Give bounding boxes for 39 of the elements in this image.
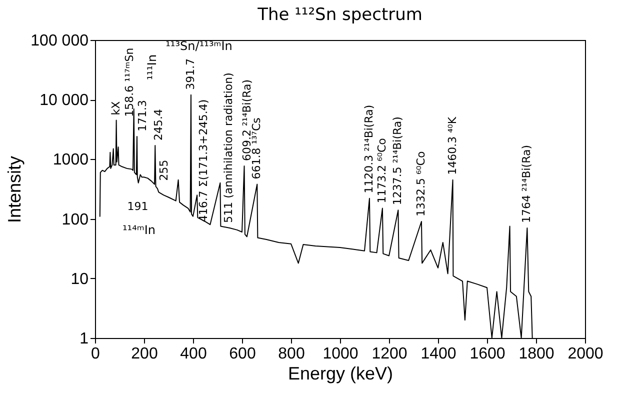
annotation: 158.6 ¹¹⁷ᵐSn	[122, 48, 136, 117]
annotation: ¹¹³Sn/¹¹³ᵐIn	[166, 39, 232, 53]
x-tick-label: 1200	[372, 346, 408, 362]
chart-title: The ¹¹²Sn spectrum	[256, 5, 422, 25]
annotation: ¹¹¹In	[145, 54, 159, 80]
x-tick-label: 0	[91, 346, 100, 362]
y-axis-title: Intensity	[4, 156, 25, 224]
annotation: 1173.2 ⁶⁰Co	[375, 138, 388, 204]
annotation: 171.3	[136, 100, 149, 132]
x-tick-label: 800	[278, 346, 305, 362]
x-tick-label: 1600	[470, 346, 506, 362]
y-tick-label: 10 000	[40, 92, 89, 110]
annotation: 255	[157, 160, 170, 181]
y-tick-label: 1000	[52, 152, 89, 169]
y-tick-label: 10	[70, 270, 89, 288]
annotation: kX	[109, 100, 122, 116]
annotation: 245.4	[152, 108, 166, 140]
y-tick-label: 1	[80, 330, 89, 348]
x-tick-label: 200	[131, 346, 158, 362]
annotation: 1460.3 ⁴⁰K	[446, 116, 459, 175]
annotation: 511 (annihilation radiation)	[222, 72, 236, 223]
annotation: 391.7	[184, 58, 197, 90]
annotation: 1764 ²¹⁴Bi(Ra)	[520, 144, 534, 224]
y-tick-label: 100	[62, 211, 89, 228]
annotation: 661.8 ¹³⁷Cs	[250, 117, 264, 180]
x-tick-label: 2000	[568, 346, 604, 362]
x-tick-label: 1800	[518, 346, 554, 362]
annotation: 416.7 Σ(171.3+245.4)	[197, 99, 210, 222]
x-tick-label: 400	[180, 346, 207, 362]
annotation: 1120.3 ²¹⁴Bi(Ra)	[362, 104, 376, 194]
x-axis-title: Energy (keV)	[288, 364, 394, 384]
annotation: 191	[127, 200, 148, 214]
annotation: 1237.5 ²¹⁴Bi(Ra)	[391, 116, 404, 206]
x-tick-label: 1000	[322, 346, 358, 362]
annotation: ¹¹⁴ᵐIn	[122, 223, 156, 237]
y-tick-label: 100 000	[30, 32, 89, 50]
x-tick-label: 600	[229, 346, 256, 362]
annotation: 1332.5 ⁶⁰Co	[414, 151, 428, 217]
x-tick-label: 1400	[420, 346, 456, 362]
